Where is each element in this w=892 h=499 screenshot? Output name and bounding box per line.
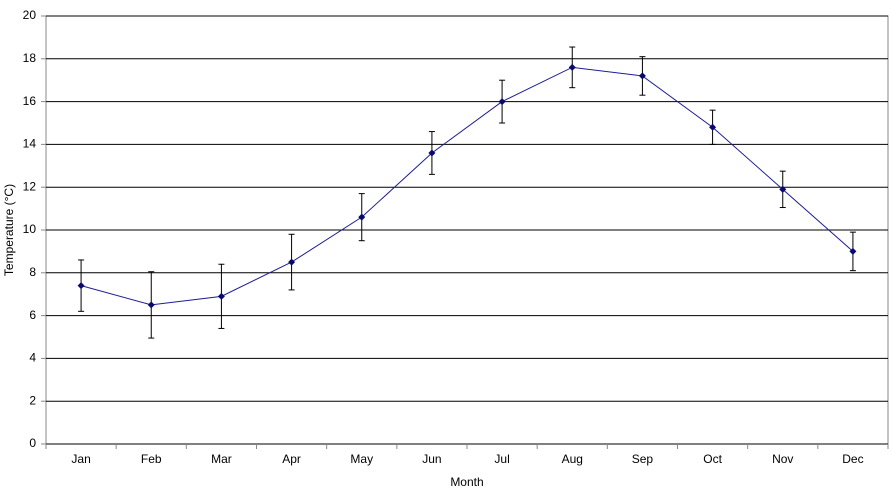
x-tick-label: May [350, 452, 373, 466]
y-tick-label: 16 [23, 94, 37, 108]
y-tick-label: 14 [23, 137, 37, 151]
y-tick-label: 0 [29, 436, 36, 450]
data-point [779, 185, 787, 193]
x-tick-label: Jan [71, 452, 90, 466]
y-tick-label: 2 [29, 393, 36, 407]
x-tick-label: Sep [632, 452, 654, 466]
x-tick-label: Apr [282, 452, 301, 466]
y-tick-label: 18 [23, 51, 37, 65]
data-point [217, 292, 225, 300]
x-tick-label: Oct [703, 452, 722, 466]
y-tick-label: 8 [29, 265, 36, 279]
data-point [638, 72, 646, 80]
y-tick-label: 6 [29, 308, 36, 322]
x-axis-label: Month [450, 475, 483, 489]
x-tick-label: Dec [842, 452, 863, 466]
y-axis-label: Temperature (°C) [2, 184, 16, 276]
data-point [849, 247, 857, 255]
data-point [568, 63, 576, 71]
data-point [147, 301, 155, 309]
data-point [428, 149, 436, 157]
x-tick-label: Nov [772, 452, 793, 466]
data-point [77, 282, 85, 290]
y-tick-label: 12 [23, 179, 37, 193]
data-point [709, 123, 717, 131]
x-tick-label: Aug [562, 452, 583, 466]
y-tick-label: 10 [23, 222, 37, 236]
data-point [358, 213, 366, 221]
data-line [80, 66, 854, 306]
data-point [498, 98, 506, 106]
x-tick-label: Jun [422, 452, 441, 466]
data-point [288, 258, 296, 266]
x-tick-label: Feb [141, 452, 162, 466]
y-tick-label: 20 [23, 8, 37, 22]
x-tick-label: Jul [494, 452, 509, 466]
x-tick-label: Mar [211, 452, 232, 466]
y-tick-label: 4 [29, 351, 36, 365]
